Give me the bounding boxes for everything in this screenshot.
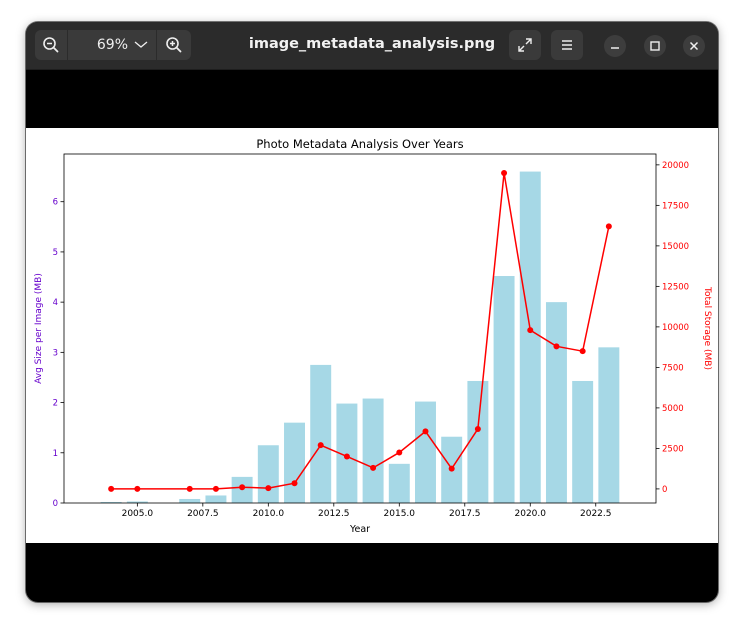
zoom-level-label: 69% bbox=[96, 37, 128, 53]
y-right-tick-label: 10000 bbox=[662, 323, 689, 333]
y-left-tick-label: 3 bbox=[53, 348, 58, 358]
y-left-tick-label: 0 bbox=[53, 499, 58, 509]
x-tick-label: 2012.5 bbox=[318, 509, 350, 519]
bar-2010 bbox=[257, 445, 279, 503]
x-tick-label: 2020.0 bbox=[515, 509, 547, 519]
x-axis-label: Year bbox=[349, 524, 370, 535]
line-point-2009 bbox=[239, 484, 246, 491]
y-right-tick-label: 7500 bbox=[662, 363, 684, 373]
zoom-out-button[interactable] bbox=[35, 30, 68, 60]
line-point-2023 bbox=[605, 223, 612, 230]
fullscreen-icon bbox=[518, 38, 532, 52]
bar-2023 bbox=[598, 347, 620, 503]
x-tick-label: 2022.5 bbox=[580, 509, 612, 519]
maximize-icon bbox=[650, 41, 660, 51]
y-left-tick-label: 6 bbox=[53, 198, 58, 208]
line-point-2011 bbox=[291, 480, 298, 487]
y-left-tick-label: 4 bbox=[53, 298, 58, 308]
line-point-2017 bbox=[448, 465, 455, 472]
line-point-2022 bbox=[579, 348, 586, 355]
bar-2012 bbox=[310, 364, 332, 503]
x-tick-label: 2010.0 bbox=[253, 509, 285, 519]
bar-2021 bbox=[545, 302, 567, 503]
line-point-2004 bbox=[108, 485, 115, 492]
line-point-2016 bbox=[422, 428, 429, 435]
line-point-2005 bbox=[134, 485, 141, 492]
y-left-tick-label: 1 bbox=[53, 449, 58, 459]
y-right-tick-label: 15000 bbox=[662, 242, 689, 252]
line-point-2019 bbox=[501, 169, 508, 176]
line-point-2010 bbox=[265, 485, 272, 492]
y-right-tick-label: 0 bbox=[662, 485, 667, 495]
zoom-in-button[interactable] bbox=[156, 30, 191, 60]
y-right-tick-label: 20000 bbox=[662, 161, 689, 171]
image-canvas[interactable]: 2005.0 2007.5 2010.0 2012.5 2015.0 2017.5 2020… bbox=[26, 128, 718, 543]
hamburger-menu-icon bbox=[562, 40, 572, 50]
x-tick-label: 2017.5 bbox=[449, 509, 481, 519]
bar-2013 bbox=[336, 403, 358, 503]
close-icon bbox=[689, 41, 699, 51]
x-tick-label: 2005.0 bbox=[122, 509, 154, 519]
x-tick-label: 2007.5 bbox=[187, 509, 219, 519]
bar-2008 bbox=[205, 495, 227, 503]
maximize-button[interactable] bbox=[644, 35, 666, 57]
line-point-2020 bbox=[527, 327, 534, 334]
bar-2007 bbox=[179, 498, 201, 503]
y-right-tick-label: 17500 bbox=[662, 201, 689, 211]
line-point-2008 bbox=[212, 485, 219, 492]
minimize-button[interactable] bbox=[604, 35, 626, 57]
y-left-axis-label: Avg Size per Image (MB) bbox=[34, 273, 44, 384]
bar-2019 bbox=[493, 276, 515, 503]
line-point-2015 bbox=[396, 449, 403, 456]
y-right-tick-label: 12500 bbox=[662, 282, 689, 292]
image-viewer-window: 69% image_metadata_analysis.png bbox=[26, 22, 718, 602]
bar-2004 bbox=[100, 501, 122, 503]
bar-2015 bbox=[388, 463, 410, 503]
chart: 2005.0 2007.5 2010.0 2012.5 2015.0 2017.5 2020… bbox=[26, 128, 718, 543]
minimize-icon bbox=[611, 47, 619, 49]
bar-2005 bbox=[126, 501, 148, 503]
zoom-control-group: 69% bbox=[35, 30, 191, 60]
y-right-tick-label: 5000 bbox=[662, 404, 684, 414]
bar-2014 bbox=[362, 398, 384, 503]
zoom-level-dropdown[interactable]: 69% bbox=[68, 37, 156, 53]
x-tick-label: 2015.0 bbox=[384, 509, 416, 519]
chevron-down-icon bbox=[134, 41, 148, 48]
chart-title: Photo Metadata Analysis Over Years bbox=[256, 137, 463, 151]
close-button[interactable] bbox=[683, 35, 705, 57]
y-left-tick-label: 5 bbox=[53, 248, 58, 258]
bar-2011 bbox=[284, 422, 305, 503]
title-bar: 69% image_metadata_analysis.png bbox=[26, 22, 718, 70]
line-point-2007 bbox=[186, 485, 193, 492]
zoom-in-icon bbox=[166, 37, 182, 53]
plot-frame bbox=[63, 153, 657, 504]
bar-2016 bbox=[415, 401, 436, 503]
bar-2020 bbox=[519, 171, 541, 503]
zoom-out-icon bbox=[43, 37, 59, 53]
line-point-2021 bbox=[553, 343, 560, 350]
window-title: image_metadata_analysis.png bbox=[248, 36, 496, 52]
bar-2018 bbox=[467, 380, 489, 503]
line-point-2018 bbox=[474, 425, 481, 432]
line-point-2014 bbox=[370, 464, 377, 471]
main-menu-button[interactable] bbox=[551, 30, 583, 60]
line-point-2012 bbox=[317, 442, 324, 449]
y-left-tick-label: 2 bbox=[53, 399, 58, 409]
y-right-tick-label: 2500 bbox=[662, 444, 684, 454]
line-point-2013 bbox=[343, 453, 350, 460]
fullscreen-button[interactable] bbox=[509, 30, 541, 60]
y-right-axis-label: Total Storage (MB) bbox=[702, 286, 712, 370]
bar-2022 bbox=[572, 380, 594, 503]
